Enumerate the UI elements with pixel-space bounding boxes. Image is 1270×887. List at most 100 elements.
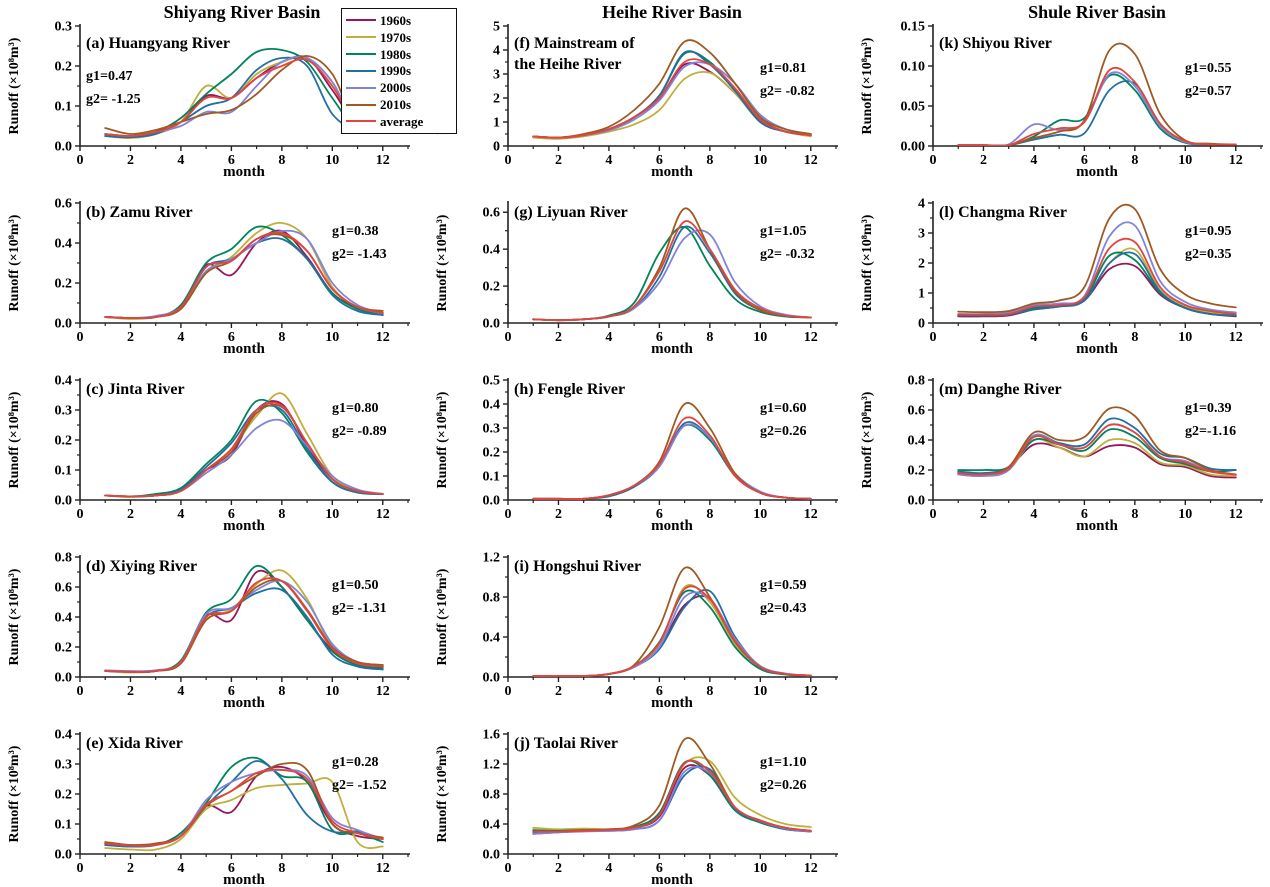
g1-annotation: g1=0.50 bbox=[332, 578, 378, 593]
x-tick-label: 10 bbox=[1178, 507, 1192, 522]
y-tick-label: 1 bbox=[493, 116, 500, 131]
x-tick-label: 4 bbox=[605, 507, 612, 522]
panel-b-chart: 0 2 4 6 8 10 12 0.0 0.2 0.4 0.6 (b) Zamu River g1=0.… bbox=[7, 197, 410, 354]
column-title-heihe: Heihe River Basin bbox=[602, 2, 742, 22]
g2-annotation: g2= -0.89 bbox=[332, 424, 387, 439]
x-tick-label: 2 bbox=[127, 861, 134, 876]
y-tick-label: 0.8 bbox=[55, 551, 73, 566]
x-tick-label: 2 bbox=[980, 153, 987, 168]
g2-annotation: g2= -1.31 bbox=[332, 601, 387, 616]
panel-b: 0 2 4 6 8 10 12 0.0 0.2 0.4 0.6 (b) Zamu River g1=0.… bbox=[2, 177, 422, 354]
x-axis-title: month bbox=[651, 872, 693, 885]
x-tick-label: 2 bbox=[127, 684, 134, 699]
x-tick-label: 2 bbox=[555, 684, 562, 699]
g1-annotation: g1=0.80 bbox=[332, 401, 378, 416]
x-tick-label: 10 bbox=[753, 861, 767, 876]
legend-entry-average: average bbox=[346, 114, 452, 129]
panel-label: (h) Fengle River bbox=[514, 381, 625, 398]
g1-annotation: g1=0.28 bbox=[332, 755, 378, 770]
series-g-average bbox=[532, 220, 812, 322]
x-tick-label: 4 bbox=[605, 330, 612, 345]
y-axis-title: Runoff (×10⁸m³) bbox=[435, 214, 450, 311]
series-j-average bbox=[532, 759, 812, 833]
x-tick-label: 4 bbox=[1030, 330, 1037, 345]
series-h-2010s bbox=[532, 402, 812, 500]
legend-swatch-2010s bbox=[346, 103, 376, 106]
x-tick-label: 6 bbox=[656, 507, 663, 522]
y-tick-label: 1.2 bbox=[483, 758, 501, 773]
y-tick-label: 0 bbox=[918, 317, 925, 332]
y-tick-label: 0.5 bbox=[483, 374, 501, 389]
y-tick-label: 0.2 bbox=[55, 788, 73, 803]
y-tick-label: 0.0 bbox=[55, 317, 73, 332]
y-tick-label: 2 bbox=[918, 257, 925, 272]
x-tick-label: 0 bbox=[77, 330, 84, 345]
x-tick-label: 6 bbox=[656, 153, 663, 168]
y-tick-label: 0.1 bbox=[55, 100, 73, 115]
y-tick-label: 0.2 bbox=[55, 60, 73, 75]
x-tick-label: 10 bbox=[325, 684, 339, 699]
g1-annotation: g1=0.55 bbox=[1185, 61, 1231, 76]
x-tick-label: 12 bbox=[804, 684, 818, 699]
x-tick-label: 0 bbox=[505, 861, 512, 876]
y-axis-title: Runoff (×10⁸m³) bbox=[7, 391, 22, 488]
g2-annotation: g2=0.26 bbox=[760, 424, 806, 439]
x-tick-label: 12 bbox=[804, 861, 818, 876]
x-tick-label: 10 bbox=[325, 153, 339, 168]
panel-e-chart: 0 2 4 6 8 10 12 0.0 0.1 0.2 0.3 0.4 (e) Xida River g1… bbox=[7, 728, 410, 885]
y-tick-label: 0.6 bbox=[908, 404, 926, 419]
x-tick-label: 10 bbox=[325, 507, 339, 522]
panel-g: 0 2 4 6 8 10 12 0.0 0.2 0.4 0.6 (g) Liyuan River g1=… bbox=[430, 177, 850, 354]
g2-annotation: g2= -1.43 bbox=[332, 247, 387, 262]
x-tick-label: 10 bbox=[1178, 153, 1192, 168]
y-tick-label: 0.00 bbox=[901, 140, 926, 155]
y-tick-label: 1.6 bbox=[483, 728, 501, 743]
x-tick-label: 0 bbox=[505, 507, 512, 522]
y-tick-label: 0.4 bbox=[55, 237, 73, 252]
x-tick-label: 2 bbox=[980, 330, 987, 345]
y-tick-label: 0.0 bbox=[483, 671, 501, 686]
y-tick-label: 0.4 bbox=[55, 611, 73, 626]
x-tick-label: 10 bbox=[325, 861, 339, 876]
x-tick-label: 4 bbox=[177, 330, 184, 345]
g2-annotation: g2= -0.82 bbox=[760, 84, 815, 99]
y-tick-label: 0.3 bbox=[55, 20, 73, 35]
x-tick-label: 2 bbox=[555, 861, 562, 876]
x-tick-label: 0 bbox=[77, 153, 84, 168]
x-tick-label: 4 bbox=[177, 684, 184, 699]
panel-label: the Heihe River bbox=[514, 56, 622, 73]
panel-e: 0 2 4 6 8 10 12 0.0 0.1 0.2 0.3 0.4 (e) Xida River g1… bbox=[2, 708, 422, 885]
y-tick-label: 0.6 bbox=[55, 197, 73, 212]
x-tick-label: 12 bbox=[1229, 507, 1243, 522]
legend-entry-1960s: 1960s bbox=[346, 13, 452, 28]
x-tick-label: 0 bbox=[77, 507, 84, 522]
panel-h-chart: 0 2 4 6 8 10 12 0.0 0.1 0.2 0.3 0.4 0.5 (h) Fengle Ri… bbox=[435, 374, 838, 531]
x-tick-label: 10 bbox=[753, 330, 767, 345]
x-tick-label: 4 bbox=[605, 684, 612, 699]
y-tick-label: 0.3 bbox=[55, 758, 73, 773]
y-axis-title: Runoff (×10⁸m³) bbox=[7, 568, 22, 665]
y-tick-label: 0.4 bbox=[55, 374, 73, 389]
y-tick-label: 0.05 bbox=[901, 100, 926, 115]
panel-label: (i) Hongshui River bbox=[514, 558, 641, 575]
x-tick-label: 4 bbox=[177, 153, 184, 168]
legend-swatch-1960s bbox=[346, 19, 376, 22]
y-tick-label: 3 bbox=[493, 68, 500, 83]
x-tick-label: 0 bbox=[77, 684, 84, 699]
y-tick-label: 0.2 bbox=[55, 641, 73, 656]
x-tick-label: 6 bbox=[656, 861, 663, 876]
x-tick-label: 12 bbox=[1229, 330, 1243, 345]
x-tick-label: 8 bbox=[278, 153, 285, 168]
y-tick-label: 0.0 bbox=[483, 317, 501, 332]
legend-label: 1960s bbox=[380, 12, 412, 28]
panel-label: (a) Huangyang River bbox=[86, 35, 230, 52]
g1-annotation: g1=1.10 bbox=[760, 755, 806, 770]
x-tick-label: 0 bbox=[930, 153, 937, 168]
x-tick-label: 6 bbox=[228, 684, 235, 699]
x-tick-label: 2 bbox=[127, 330, 134, 345]
legend-swatch-2000s bbox=[346, 86, 376, 89]
g2-annotation: g2=-1.16 bbox=[1185, 424, 1236, 439]
x-tick-label: 4 bbox=[177, 861, 184, 876]
y-tick-label: 5 bbox=[493, 20, 500, 35]
